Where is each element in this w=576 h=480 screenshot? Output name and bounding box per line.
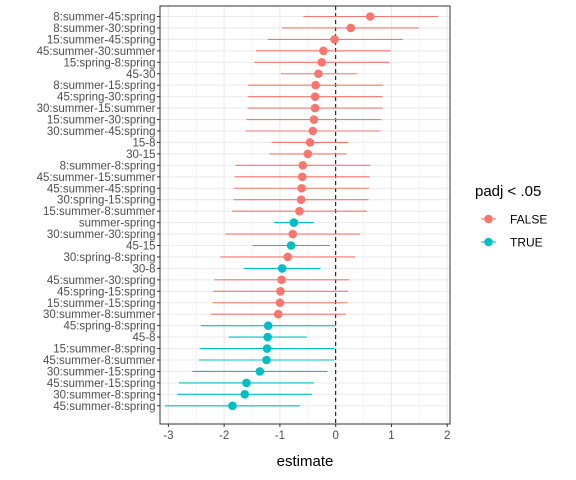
y-tick-label: 8:summer-15:spring [53,80,155,92]
point-estimate [286,241,296,250]
x-tick-label: -1 [275,430,285,442]
y-tick-label: 45:summer-8:summer [43,355,156,367]
point-estimate [308,126,318,136]
y-tick-label: 15:summer-30:spring [47,115,156,127]
point-estimate [275,298,285,308]
point-estimate [311,80,320,90]
y-tick-label: 30:summer-15:summer [37,103,156,115]
point-estimate [277,264,287,273]
y-tick-label: 15:summer-8:spring [53,344,155,356]
legend: padj < .05 FALSE TRUE [475,183,547,250]
point-estimates [228,12,375,411]
y-tick-label: 30:summer-15:spring [47,366,156,378]
y-tick-label: 45:summer-15:spring [47,378,156,390]
point-estimate [228,401,237,411]
x-tick-label: 0 [332,430,338,442]
point-estimate [365,12,375,21]
point-estimate [314,69,323,79]
point-estimate [276,287,285,296]
y-tick-label: 30:spring-8:spring [63,252,155,264]
y-tick-label: 8:summer-30:spring [53,23,155,35]
y-tick-label: 30:summer-8:spring [53,389,155,401]
y-tick-label: 8:summer-8:spring [60,160,156,172]
point-estimate [310,92,320,101]
legend-entries: FALSE TRUE [481,213,547,250]
point-estimate [296,195,306,204]
y-tick-label: 45:spring-15:spring [57,286,155,298]
y-tick-label: 15:summer-45:spring [47,34,156,46]
y-tick-label: 45:summer-30:spring [47,275,156,287]
y-tick-label: 15:summer-15:spring [47,298,156,310]
point-estimate [297,183,306,193]
x-tick-label: -3 [163,430,173,442]
point-estimate [305,138,315,147]
x-axis-title: estimate [277,453,334,470]
point-estimate [263,321,273,330]
point-estimate [255,367,265,376]
legend-label: TRUE [510,236,543,250]
point-estimate [263,332,272,342]
point-estimate [295,206,304,216]
x-tick-label: 2 [444,430,450,442]
y-tick-label: 45:spring-8:spring [63,321,155,333]
y-axis-ticks: 8:summer-45:spring8:summer-30:spring15:s… [37,12,160,413]
point-estimate [242,378,251,388]
x-tick-label: 1 [388,430,394,442]
y-tick-label: 45:summer-8:spring [53,401,155,413]
y-tick-label: 30:spring-15:spring [57,195,155,207]
point-estimate [262,355,271,365]
y-tick-label: 45:spring-30:spring [57,92,155,104]
y-tick-label: 30-8 [132,263,155,275]
y-tick-label: 45-30 [126,69,155,81]
legend-key-point [484,214,493,224]
legend-key-point [484,237,493,247]
x-tick-label: -2 [219,430,229,442]
point-estimate [289,218,299,227]
legend-label: FALSE [510,213,547,227]
point-estimate [297,172,307,182]
y-tick-label: 30:summer-45:spring [47,126,156,138]
point-estimate [303,149,313,159]
y-tick-label: 45:summer-15:summer [37,172,156,184]
point-estimate [319,46,328,56]
y-tick-label: 15:summer-8:summer [43,206,156,218]
y-tick-label: 30:summer-30:spring [47,229,156,241]
point-estimate [288,229,298,239]
panel-border [159,5,451,425]
y-tick-label: 15:spring-8:spring [63,57,155,69]
point-estimate [273,309,283,319]
y-tick-label: summer-spring [79,218,156,230]
y-tick-label: 15-8 [132,137,155,149]
y-tick-label: 30-15 [126,149,155,161]
point-estimate [298,161,308,170]
point-estimate [283,252,293,262]
point-estimate [330,35,339,44]
y-tick-label: 8:summer-45:spring [53,12,155,24]
y-tick-label: 45-8 [132,332,155,344]
point-estimate [309,115,319,124]
y-tick-label: 30:summer-8:summer [43,309,156,321]
x-axis-ticks: -3 -2 -1 0 1 2 [163,424,450,442]
grid-lines [160,6,450,424]
y-tick-label: 45:summer-30:summer [37,46,156,58]
point-estimate [277,275,286,285]
point-estimate [240,390,250,399]
point-estimate [317,58,327,67]
point-estimate [262,344,272,353]
point-estimate [346,23,356,33]
legend-title: padj < .05 [475,183,541,200]
y-tick-label: 45:summer-45:spring [47,183,156,195]
y-tick-label: 45-15 [126,241,155,253]
point-estimate [310,103,320,113]
